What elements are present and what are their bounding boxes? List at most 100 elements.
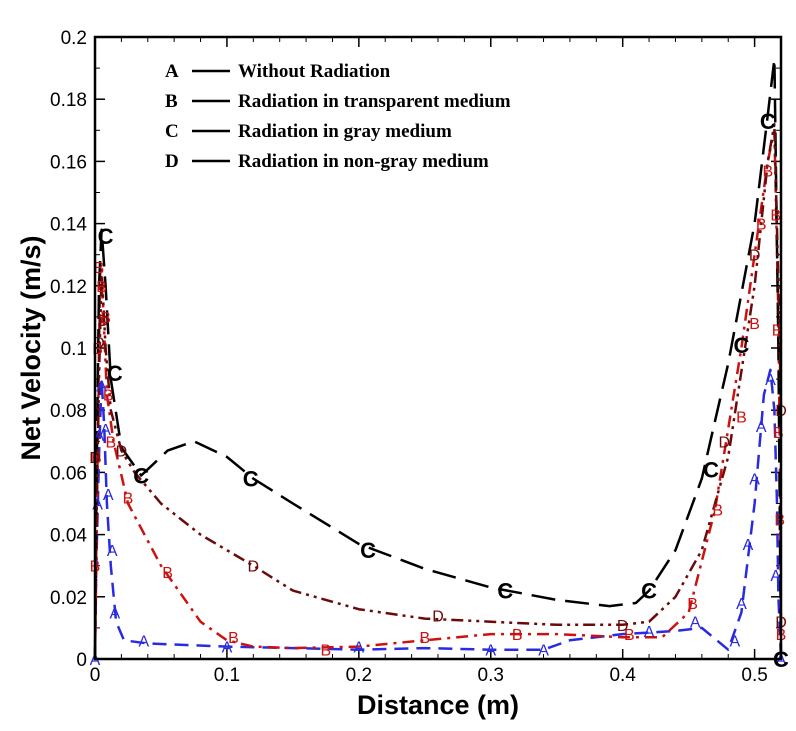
x-tick-label: 0.3 (478, 665, 504, 686)
legend: A Without Radiation B Radiation in transpar… (165, 61, 511, 172)
marker-b: B (92, 341, 103, 358)
y-tick-label: 0.06 (50, 463, 87, 484)
marker-d: D (718, 434, 730, 451)
marker-b: B (419, 630, 430, 647)
legend-key-c: C (165, 121, 179, 142)
x-axis-title: Distance (m) (357, 690, 519, 720)
marker-b: B (736, 409, 747, 426)
marker-b: B (749, 316, 760, 333)
marker-c: C (243, 467, 259, 492)
marker-b: B (770, 207, 781, 224)
marker-b: B (228, 630, 239, 647)
marker-d: D (93, 335, 105, 352)
marker-c: C (98, 224, 114, 249)
marker-b: B (712, 503, 723, 520)
y-tick-label: 0.2 (61, 28, 87, 49)
marker-a: A (96, 378, 107, 395)
legend-key-b: B (165, 91, 178, 112)
marker-a: A (485, 643, 496, 660)
marker-c: C (641, 579, 657, 604)
marker-b: B (94, 260, 105, 277)
marker-a: A (743, 537, 754, 554)
marker-b: B (321, 643, 332, 660)
marker-a: A (222, 640, 233, 657)
marker-a: A (94, 428, 105, 445)
marker-b: B (762, 164, 773, 181)
marker-b: B (123, 490, 134, 507)
marker-a: A (109, 605, 120, 622)
y-tick-label: 0.04 (50, 526, 87, 547)
x-tick-label: 0 (90, 665, 101, 686)
y-tick-label: 0.02 (50, 588, 87, 609)
marker-b: B (91, 450, 102, 467)
marker-c: C (360, 538, 376, 563)
marker-c: C (760, 109, 776, 134)
marker-a: A (92, 497, 103, 514)
marker-c: C (497, 579, 513, 604)
legend-key-a: A (165, 61, 179, 82)
marker-a: A (644, 624, 655, 641)
y-tick-label: 0.16 (50, 152, 87, 173)
x-tick-labels: 0 0.1 0.2 0.3 0.4 0.5 (90, 665, 768, 686)
legend-label-a: Without Radiation (238, 61, 391, 82)
marker-a: A (90, 652, 101, 669)
marker-d: D (248, 559, 260, 576)
marker-a: A (756, 419, 767, 436)
marker-a: A (765, 372, 776, 389)
marker-c: C (107, 361, 123, 386)
marker-b: B (103, 388, 114, 405)
marker-b: B (162, 565, 173, 582)
legend-label-c: Radiation in gray medium (238, 121, 452, 142)
plot-frame (93, 35, 783, 661)
series-lines (93, 57, 783, 660)
x-tick-label: 0.4 (609, 665, 636, 686)
x-tick-label: 0.2 (346, 665, 372, 686)
marker-b: B (96, 279, 107, 296)
marker-a: A (749, 472, 760, 489)
y-axis-title: Net Velocity (m/s) (16, 235, 46, 460)
y-tick-label: 0.18 (50, 90, 87, 111)
y-tick-label: 0.14 (50, 215, 87, 236)
legend-label-b: Radiation in transparent medium (238, 91, 511, 112)
marker-c: C (133, 464, 149, 489)
marker-a: A (776, 652, 787, 669)
marker-a: A (770, 568, 781, 585)
marker-c: C (703, 457, 719, 482)
marker-a: A (538, 643, 549, 660)
marker-d: D (749, 248, 761, 265)
marker-a: A (107, 543, 118, 560)
marker-a: A (100, 422, 111, 439)
marker-d: D (617, 618, 629, 635)
marker-b: B (512, 627, 523, 644)
marker-b: B (624, 627, 635, 644)
marker-c: C (733, 333, 749, 358)
series-line-c (93, 57, 783, 660)
x-tick-label: 0.1 (214, 665, 240, 686)
legend-key-d: D (165, 151, 179, 172)
y-tick-label: 0.08 (50, 401, 87, 422)
marker-a: A (138, 633, 149, 650)
marker-d: D (97, 313, 109, 330)
marker-b: B (756, 217, 767, 234)
series-line-a (93, 368, 783, 660)
series-line-d (93, 122, 783, 660)
marker-a: A (736, 596, 747, 613)
y-tick-label: 0.1 (61, 339, 87, 360)
y-tick-label: 0 (76, 650, 87, 671)
marker-b: B (100, 310, 111, 327)
marker-a: A (354, 640, 365, 657)
marker-d: D (432, 608, 444, 625)
marker-b: B (773, 425, 784, 442)
marker-d: D (116, 444, 128, 461)
marker-a: A (690, 615, 701, 632)
y-tick-labels: 0 0.02 0.04 0.06 0.08 0.1 0.12 0.14 0.16 0.18 0.2 (50, 28, 87, 671)
marker-b: B (687, 596, 698, 613)
marker-a: A (103, 487, 114, 504)
marker-a: A (729, 633, 740, 650)
marker-b: B (105, 434, 116, 451)
marker-b: B (774, 512, 785, 529)
x-tick-label: 0.5 (741, 665, 767, 686)
legend-label-d: Radiation in non-gray medium (238, 151, 489, 172)
marker-b: B (772, 322, 783, 339)
